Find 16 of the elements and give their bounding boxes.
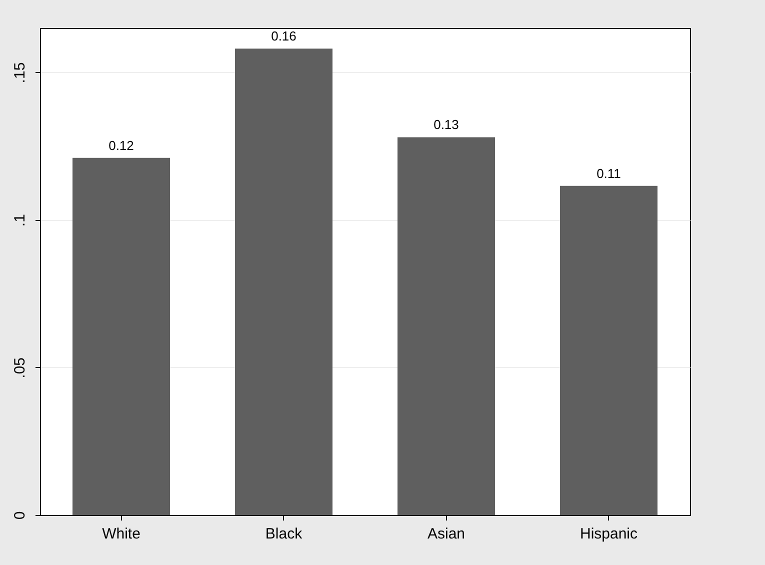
data-label: 0.13 <box>434 117 459 132</box>
x-tick-label: Black <box>265 526 303 542</box>
x-tick-label: Hispanic <box>580 526 638 542</box>
bar <box>398 137 495 515</box>
data-label: 0.11 <box>596 166 621 181</box>
bar <box>72 158 170 515</box>
y-tick-label: .1 <box>12 214 28 227</box>
y-tick-label: .15 <box>12 62 28 84</box>
y-tick-label: .05 <box>12 357 28 378</box>
bar <box>560 186 658 515</box>
bar <box>235 48 332 515</box>
x-tick-label: White <box>102 526 140 542</box>
y-tick-label: 0 <box>12 511 28 520</box>
x-tick-label: Asian <box>427 526 466 542</box>
data-label: 0.16 <box>271 28 296 44</box>
data-label: 0.12 <box>108 138 134 153</box>
